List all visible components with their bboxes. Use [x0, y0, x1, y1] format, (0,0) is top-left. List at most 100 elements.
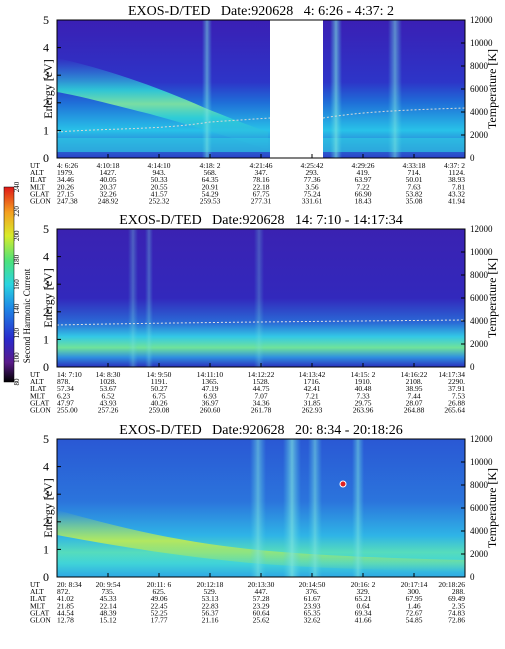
panel-2-table-cell: 1028. [100, 377, 117, 386]
panel-2-table-cell: 43.93 [100, 398, 117, 407]
panel-1-table-cell: 20.26 [57, 182, 74, 191]
panel-3-table-cell: 20: 9:54 [96, 580, 121, 589]
colorbar-tick-label: 180 [13, 254, 21, 265]
panel-2-table-cell: 7.21 [305, 391, 318, 400]
panel-1-y-tick-label: 4 [43, 41, 49, 55]
panel-3-y2-tick-label: 6000 [470, 503, 489, 513]
panel-2-table-cell: 6.93 [203, 391, 216, 400]
panel-1-table-cell: 32.26 [100, 189, 117, 198]
panel-1-table-cell: 4:25:42 [301, 161, 324, 170]
panel-3-table-cell: 54.85 [406, 616, 423, 625]
panel-2-table-cell: 14:13:42 [299, 370, 326, 379]
panel-3-table-cell: 65.21 [355, 594, 372, 603]
panel-2-table-cell: 1716. [304, 377, 321, 386]
panel-1-y2-tick-label: 6000 [470, 84, 489, 94]
panel-2-y-axis-label: Energy [eV] [41, 268, 55, 327]
panel-1-table-cell: 22.18 [253, 182, 270, 191]
panel-3-table-cell: 72.86 [448, 616, 465, 625]
panel-3-table-cell: 65.35 [304, 608, 321, 617]
panel-3-y-tick-label: 2 [43, 515, 49, 529]
panel-1-table-cell: 20.55 [151, 182, 168, 191]
colorbar-label: Second Harmonic Current [22, 268, 32, 363]
panel-2-table-cell: 40.48 [355, 384, 372, 393]
panel-3-title: EXOS-D/TED Date:920628 20: 8:34 - 20:18:… [119, 423, 402, 438]
panel-2-y-tick-label: 4 [43, 250, 49, 264]
panel-3-y2-tick-label: 8000 [470, 480, 489, 490]
panel-2-table-cell: 53.67 [100, 384, 117, 393]
panel-2-row-label: ILAT [30, 384, 47, 393]
panel-2-table-cell: 40.26 [151, 398, 168, 407]
panel-1-table-cell: 54.29 [202, 189, 219, 198]
panel-2-table-cell: 37.91 [448, 384, 465, 393]
panel-1-table-cell: 18.43 [355, 197, 372, 206]
panel-2-table-cell: 7.53 [452, 391, 465, 400]
panel-1-y-axis-label: Energy [eV] [41, 59, 55, 118]
colorbar-scale [3, 186, 15, 383]
panel-1-table-cell: 4:10:18 [97, 161, 120, 170]
panel-2-table-cell: 1528. [253, 377, 270, 386]
colorbar-tick-label: 120 [13, 328, 21, 339]
panel-1-table-cell: 78.16 [253, 175, 270, 184]
panel-3-table-cell: 20: 8:34 [57, 580, 82, 589]
panel-2-table-cell: 263.96 [353, 406, 374, 415]
panel-2-table-cell: 6.23 [57, 391, 70, 400]
panel-2-table-cell: 14: 9:50 [147, 370, 172, 379]
colorbar-ticks: 80 100 120 140 160 180 200 220 240 [13, 181, 21, 385]
panel-3-table-cell: 625. [152, 587, 165, 596]
panel-3-table-cell: 2.35 [452, 601, 465, 610]
panel-2-row-label: MLT [30, 391, 46, 400]
panel-1-table-cell: 943. [152, 168, 165, 177]
panel-3-table-cell: 32.62 [304, 616, 321, 625]
panel-1-table-cell: 67.75 [253, 189, 270, 198]
panel-2-table-cell: 262.93 [302, 406, 323, 415]
panel-2-table-cell: 14:11:10 [197, 370, 224, 379]
panel-2-table-cell: 31.85 [304, 398, 321, 407]
panel-2-table-cell: 28.07 [406, 398, 423, 407]
panel-2-row-label: UT [30, 370, 40, 379]
panel-1-spike [330, 20, 342, 158]
panel-2-y2-tick-label: 6000 [470, 293, 489, 303]
panel-1-y-tick-label: 3 [43, 68, 49, 82]
panel-2-table-cell: 14: 7:10 [57, 370, 82, 379]
colorbar-tick-label: 80 [13, 378, 21, 386]
panel-1-row-label: ILAT [30, 175, 47, 184]
panel-1-table-cell: 4:33:18 [403, 161, 426, 170]
panel-3-y-tick-label: 5 [43, 432, 49, 446]
colorbar-tick-label: 140 [13, 303, 21, 314]
panel-1-spike [202, 20, 212, 158]
panel-2-table-cell: 1910. [355, 377, 372, 386]
panel-3-table-cell: 44.54 [57, 608, 74, 617]
colorbar-tick-label: 240 [13, 181, 21, 192]
panel-3-table-cell: 41.66 [355, 616, 372, 625]
panel-1-table-cell: 64.35 [202, 175, 219, 184]
panel-3-table-cell: 49.06 [151, 594, 168, 603]
panel-1-y2-tick-label: 10000 [470, 38, 493, 48]
panel-2-table-cell: 2108. [406, 377, 423, 386]
panel-2-table-cell: 255.00 [57, 406, 78, 415]
panel-3-table-cell: 21.16 [202, 616, 219, 625]
colorbar-tick-label: 100 [13, 352, 21, 363]
panel-3-table-cell: 25.62 [253, 616, 270, 625]
panel-3-y2-tick-label: 0 [470, 572, 475, 582]
panel-3-y-tick-label: 3 [43, 487, 49, 501]
panel-2-table-cell: 29.75 [355, 398, 372, 407]
panel-2-table-cell: 47.19 [202, 384, 219, 393]
panel-1-table-cell: 20.37 [100, 182, 117, 191]
panel-1-table-cell: 27.15 [57, 189, 74, 198]
panel-1-table-cell: 50.01 [406, 175, 423, 184]
panel-1-table-cell: 4: 6:26 [57, 161, 78, 170]
panel-1-y2-tick-label: 12000 [470, 15, 493, 25]
panel-2-table-cell: 7.33 [356, 391, 369, 400]
panel-1-table-cell: 4:18: 2 [199, 161, 220, 170]
panel-1-y2-tick-label: 8000 [470, 61, 489, 71]
panel-2-table-cell: 26.88 [448, 398, 465, 407]
panel-3-table-cell: 57.28 [253, 594, 270, 603]
panel-1-table-cell: 1979. [57, 168, 74, 177]
panel-3-table-cell: 22.45 [151, 601, 168, 610]
panel-1-table-cell: 568. [203, 168, 216, 177]
panel-3-table-cell: 61.67 [304, 594, 321, 603]
panel-3-spike [352, 439, 364, 577]
panel-2-y-tick-label: 0 [43, 360, 49, 374]
panel-2-table-cell: 42.41 [304, 384, 321, 393]
